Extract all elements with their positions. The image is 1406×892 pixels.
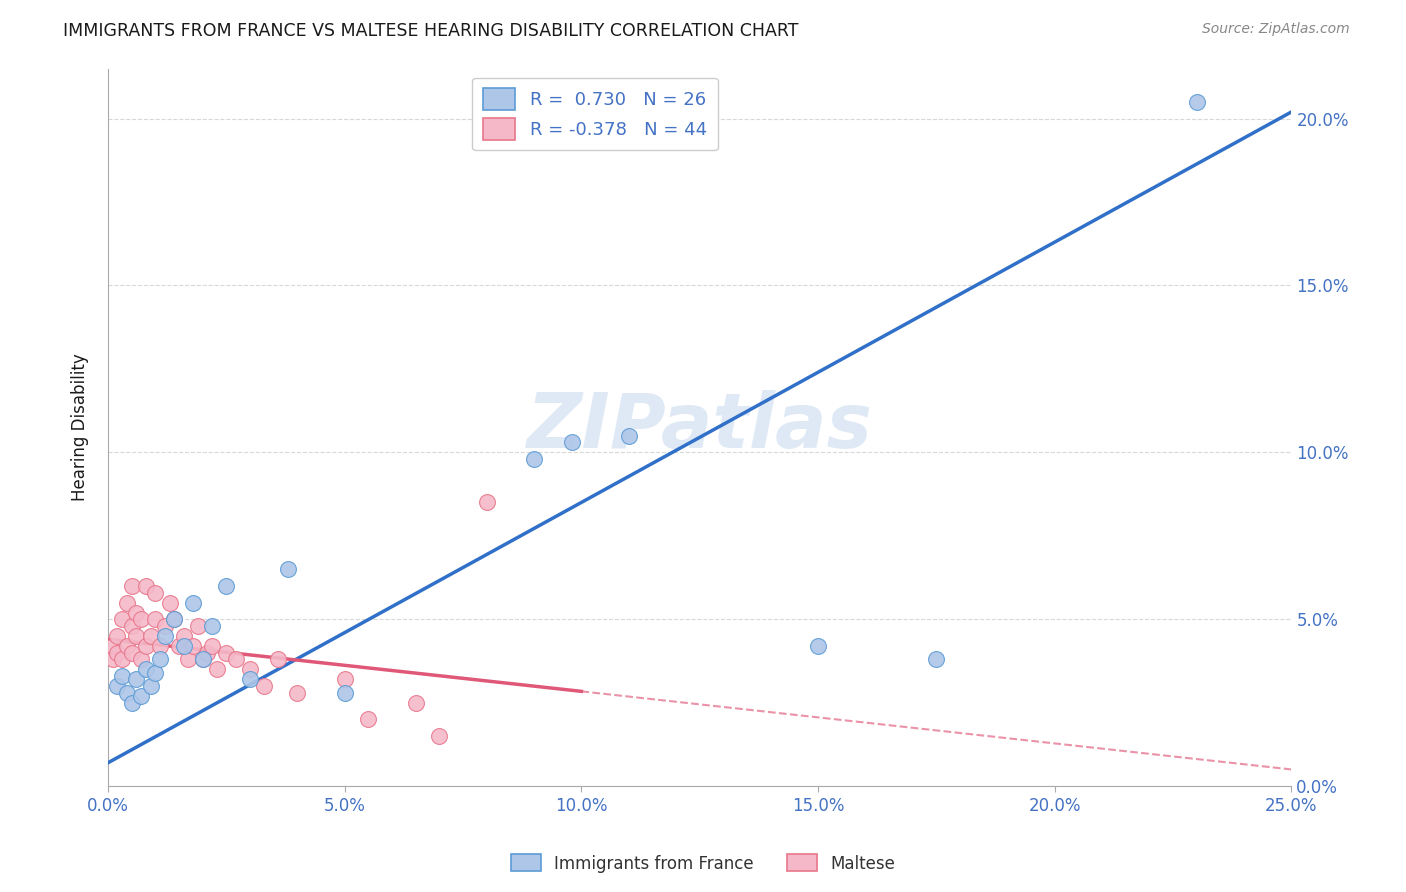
Point bbox=[807, 639, 830, 653]
Point bbox=[159, 596, 181, 610]
Point bbox=[201, 619, 224, 633]
Point bbox=[101, 652, 124, 666]
Point bbox=[333, 686, 356, 700]
Text: IMMIGRANTS FROM FRANCE VS MALTESE HEARING DISABILITY CORRELATION CHART: IMMIGRANTS FROM FRANCE VS MALTESE HEARIN… bbox=[63, 22, 799, 40]
Point bbox=[135, 662, 157, 676]
Point bbox=[129, 612, 152, 626]
Point bbox=[561, 435, 583, 450]
Point bbox=[427, 729, 450, 743]
Point bbox=[153, 619, 176, 633]
Point bbox=[925, 652, 948, 666]
Point bbox=[129, 689, 152, 703]
Point bbox=[153, 629, 176, 643]
Point bbox=[101, 639, 124, 653]
Point bbox=[107, 679, 129, 693]
Point bbox=[121, 646, 143, 660]
Point bbox=[205, 662, 228, 676]
Point bbox=[239, 673, 262, 687]
Point bbox=[121, 619, 143, 633]
Legend: Immigrants from France, Maltese: Immigrants from France, Maltese bbox=[505, 847, 901, 880]
Point bbox=[523, 452, 546, 467]
Text: Source: ZipAtlas.com: Source: ZipAtlas.com bbox=[1202, 22, 1350, 37]
Point bbox=[129, 652, 152, 666]
Point bbox=[143, 665, 166, 680]
Point bbox=[149, 639, 172, 653]
Point bbox=[115, 686, 138, 700]
Point bbox=[215, 646, 238, 660]
Point bbox=[201, 639, 224, 653]
Point bbox=[267, 652, 290, 666]
Point bbox=[111, 652, 134, 666]
Point bbox=[125, 673, 148, 687]
Point bbox=[111, 669, 134, 683]
Point bbox=[107, 646, 129, 660]
Point bbox=[107, 629, 129, 643]
Point bbox=[333, 673, 356, 687]
Point bbox=[143, 585, 166, 599]
Point bbox=[187, 619, 209, 633]
Point bbox=[285, 686, 308, 700]
Point bbox=[191, 652, 214, 666]
Point bbox=[405, 696, 427, 710]
Point bbox=[139, 679, 162, 693]
Point bbox=[121, 696, 143, 710]
Point bbox=[115, 596, 138, 610]
Point bbox=[125, 606, 148, 620]
Point bbox=[215, 579, 238, 593]
Point bbox=[139, 629, 162, 643]
Point bbox=[475, 495, 498, 509]
Point bbox=[181, 596, 204, 610]
Point bbox=[173, 639, 195, 653]
Point bbox=[121, 579, 143, 593]
Point bbox=[225, 652, 247, 666]
Point bbox=[135, 579, 157, 593]
Point bbox=[191, 652, 214, 666]
Point bbox=[181, 639, 204, 653]
Point bbox=[173, 629, 195, 643]
Point bbox=[135, 639, 157, 653]
Point bbox=[239, 662, 262, 676]
Point bbox=[163, 612, 186, 626]
Legend: R =  0.730   N = 26, R = -0.378   N = 44: R = 0.730 N = 26, R = -0.378 N = 44 bbox=[472, 78, 718, 151]
Point bbox=[125, 629, 148, 643]
Point bbox=[167, 639, 190, 653]
Point bbox=[177, 652, 200, 666]
Point bbox=[163, 612, 186, 626]
Point bbox=[253, 679, 276, 693]
Point bbox=[197, 646, 219, 660]
Point bbox=[149, 652, 172, 666]
Point bbox=[617, 428, 640, 442]
Y-axis label: Hearing Disability: Hearing Disability bbox=[72, 353, 89, 501]
Point bbox=[143, 612, 166, 626]
Point bbox=[1185, 95, 1208, 109]
Point bbox=[111, 612, 134, 626]
Text: ZIPatlas: ZIPatlas bbox=[527, 391, 873, 465]
Point bbox=[357, 712, 380, 726]
Point bbox=[277, 562, 299, 576]
Point bbox=[115, 639, 138, 653]
